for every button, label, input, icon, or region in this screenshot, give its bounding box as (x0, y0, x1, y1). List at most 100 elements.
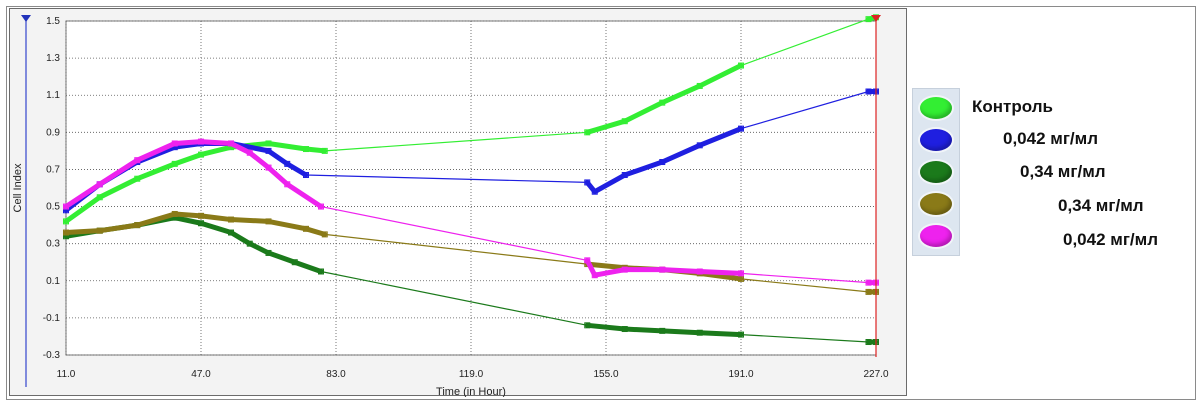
data-point (265, 147, 272, 154)
data-point (865, 339, 872, 346)
data-point (284, 160, 291, 167)
series-measurement-band (134, 161, 178, 182)
y-axis-title: Cell Index (12, 163, 24, 212)
data-point (228, 140, 234, 147)
series-measurement-band (63, 228, 103, 236)
data-point (659, 159, 666, 166)
series-measurement-band (172, 152, 204, 167)
series-measurement-band (63, 194, 103, 224)
series-measurement-band (584, 322, 628, 332)
data-point (291, 259, 298, 266)
data-point (63, 218, 69, 225)
data-point (198, 138, 204, 145)
data-point (318, 203, 324, 210)
legend-swatch (920, 129, 952, 151)
data-point (584, 322, 591, 329)
series-measurement-band (697, 126, 744, 148)
data-point (265, 218, 272, 225)
series-measurement-band (284, 161, 309, 178)
data-point (303, 146, 309, 153)
x-tick-label: 47.0 (191, 369, 211, 380)
data-point (696, 82, 703, 89)
series-measurement-band (172, 215, 204, 226)
series-measurement-band (172, 139, 204, 146)
series-measurement-band (266, 140, 309, 152)
x-tick-label: 11.0 (57, 369, 76, 380)
data-point (738, 125, 744, 132)
series-measurement-band (198, 220, 234, 236)
data-point (198, 220, 204, 227)
data-point (659, 99, 666, 106)
plot-panel: 11.0 47.0 83.0 119.0 155.0 191.0 227.0 -0.3 -0.1… (9, 8, 907, 397)
data-point (171, 160, 178, 167)
data-point (265, 164, 272, 171)
data-point (696, 142, 703, 149)
data-point (198, 151, 204, 158)
x-axis-title: Time (in Hour) (436, 386, 506, 397)
data-point (865, 16, 872, 23)
series-measurement-band (659, 328, 703, 336)
y-tick-label: 0.1 (46, 276, 60, 287)
data-point (696, 268, 703, 275)
series-measurement-band (622, 100, 665, 124)
y-tick-label: 1.1 (46, 90, 60, 101)
series-measurement-band (697, 269, 744, 276)
series-measurement-band (584, 261, 628, 271)
series-measurement-band (622, 159, 665, 178)
data-point (228, 229, 234, 236)
y-tick-label: 1.5 (46, 16, 60, 27)
y-tick-label: 0.5 (46, 202, 60, 213)
data-point (134, 157, 141, 164)
data-point (265, 249, 272, 256)
left-cursor-marker-icon[interactable] (21, 15, 31, 22)
data-point (621, 172, 628, 179)
series-measurement-band (697, 330, 744, 338)
window-frame (6, 6, 1196, 400)
data-point (584, 179, 591, 186)
series-measurement-band (592, 172, 628, 195)
data-point (584, 257, 591, 264)
legend-label: 0,042 мг/мл (1063, 230, 1159, 249)
data-point (591, 272, 598, 279)
data-point (621, 266, 628, 273)
data-point (228, 216, 234, 223)
data-point (171, 140, 178, 147)
series-measurement-band (172, 211, 204, 219)
series-measurement-band (228, 140, 253, 156)
series-measurement-band (198, 213, 234, 223)
series-measurement-band (303, 146, 328, 154)
data-point (738, 62, 744, 69)
data-point (621, 118, 628, 125)
series-measurement-band (266, 148, 290, 167)
legend-swatch (920, 97, 952, 119)
data-point (865, 88, 872, 95)
series-measurement-band (266, 250, 298, 265)
series-measurement-band (228, 230, 253, 247)
series-measurement-band (97, 157, 140, 187)
series-measurement-band (63, 181, 103, 210)
x-tick-label: 227.0 (863, 369, 888, 380)
legend-swatch (920, 161, 952, 183)
right-cursor-marker-icon[interactable] (871, 15, 881, 22)
data-point (738, 331, 744, 338)
series-measurement-band (134, 211, 178, 228)
data-point (134, 175, 141, 182)
series-measurement-band (198, 144, 234, 158)
series-measurement-band (97, 222, 140, 234)
data-point (303, 225, 309, 232)
data-point (865, 279, 872, 286)
legend-label: Контроль (972, 97, 1053, 116)
y-tick-label: 0.3 (46, 239, 60, 250)
data-point (738, 270, 744, 277)
data-point (321, 231, 328, 238)
data-point (865, 288, 872, 295)
series-measurement-band (134, 140, 178, 163)
series-measurement-band (592, 267, 628, 278)
data-point (738, 275, 744, 282)
series-measurement-band (247, 241, 271, 256)
data-point (63, 229, 69, 236)
legend-label: 0,042 мг/мл (1003, 129, 1099, 148)
y-tick-label: 1.3 (46, 53, 60, 64)
data-point (621, 326, 628, 333)
data-point (659, 327, 666, 334)
